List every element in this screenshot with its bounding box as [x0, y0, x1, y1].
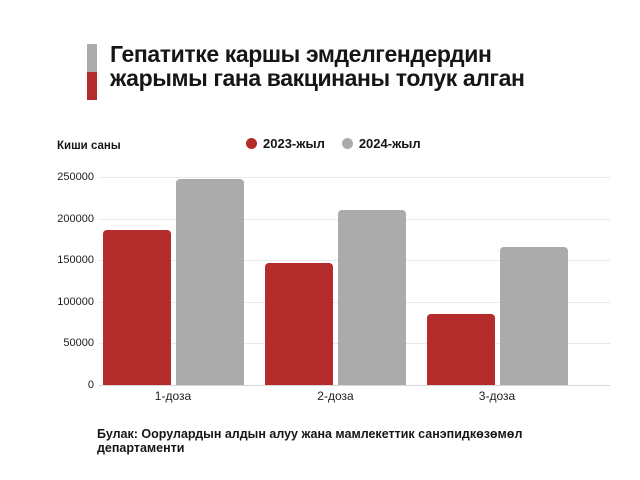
legend-item-2024: 2024-жыл — [341, 136, 421, 151]
x-tick-label-2-доза: 2-доза — [317, 389, 354, 403]
x-tick-label-3-доза: 3-доза — [478, 389, 516, 403]
bar-2023-жыл-3-доза — [426, 314, 495, 385]
y-tick-label-150000: 150000 — [57, 254, 94, 266]
source-note: Булак: Оорулардын алдын алуу жана мамлек… — [97, 427, 523, 455]
x-axis-line — [99, 385, 610, 386]
y-tick-label-50000: 50000 — [63, 337, 94, 349]
legend-dot-2023 — [246, 138, 257, 149]
bar-2024-жыл-3-доза — [499, 247, 568, 385]
bar-2024-жыл-2-доза — [338, 209, 406, 385]
bar-2024-жыл-1-доза — [175, 179, 244, 385]
legend-dot-2024 — [341, 138, 353, 149]
page-title-line1: Гепатитке каршы эмделгендердин — [110, 41, 492, 67]
y-tick-label-100000: 100000 — [57, 295, 94, 308]
y-tick-label-200000: 200000 — [57, 212, 94, 225]
gridline-250000 — [99, 177, 610, 178]
bar-2023-жыл-1-доза — [102, 229, 171, 385]
title-accent-red-segment — [87, 72, 97, 100]
legend: 2023-жыл 2024-жыл — [246, 136, 421, 151]
legend-label-2023: 2023-жыл — [263, 136, 325, 151]
legend-item-2023: 2023-жыл — [246, 136, 325, 151]
bar-2023-жыл-2-доза — [265, 263, 333, 385]
y-tick-label-0: 0 — [87, 378, 94, 391]
bar-chart: 250000 200000 150000 100000 50000 0 1-доза 2-до… — [57, 172, 610, 403]
y-axis-title: Киши саны — [57, 140, 121, 152]
x-tick-label-1-доза: 1-доза — [154, 389, 192, 403]
y-tick-label-250000: 250000 — [57, 171, 94, 183]
title-accent-gray-segment — [87, 44, 97, 72]
legend-label-2024: 2024-жыл — [358, 136, 421, 151]
title-accent-bar — [87, 44, 97, 100]
page-title-line2: жарымы гана вакцинаны толук алган — [110, 65, 525, 91]
page-title: Гепатитке каршы эмделгендердин жарымы га… — [110, 42, 630, 90]
